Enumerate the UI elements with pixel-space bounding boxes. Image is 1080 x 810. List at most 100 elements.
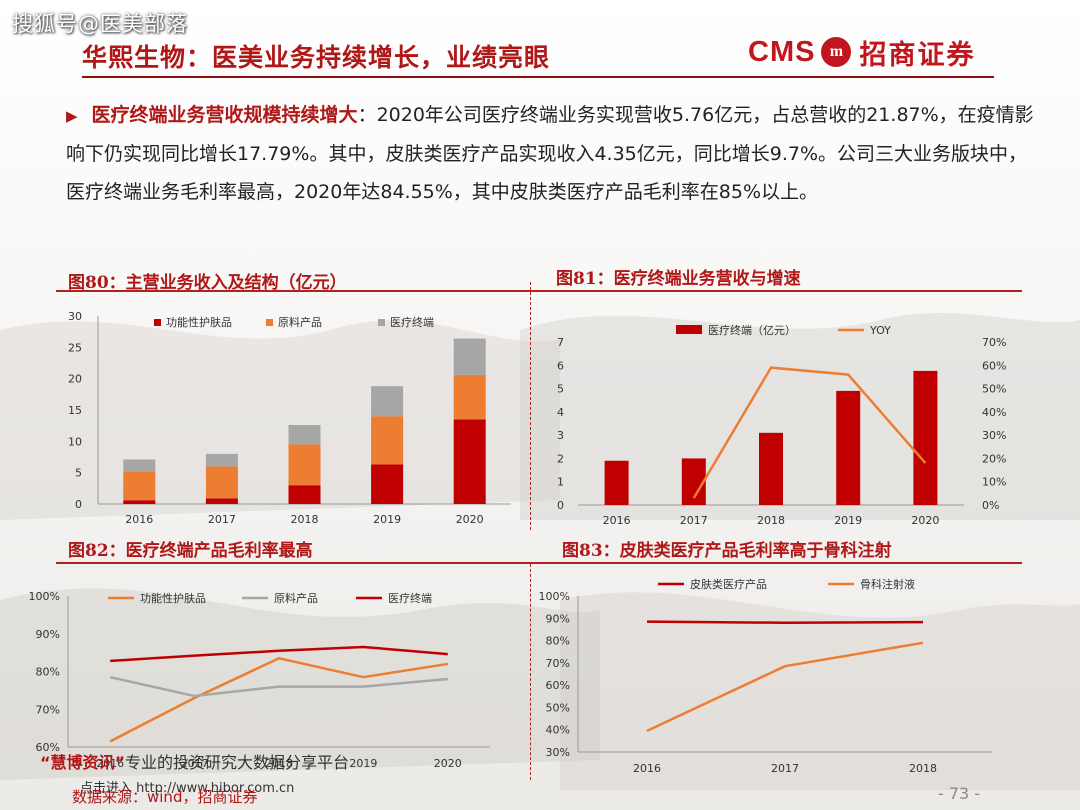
- fig80-y-tick: 10: [68, 435, 82, 448]
- fig80-bar: [205, 466, 238, 499]
- fig83-y-tick: 80%: [546, 635, 570, 648]
- fig81-y-tick-left: 6: [557, 359, 564, 372]
- fig82-series-line: [109, 675, 448, 698]
- fig80-legend-swatch: [266, 319, 273, 326]
- fig83-series-line: [646, 641, 924, 732]
- watermark: 搜狐号@医美部落: [12, 12, 188, 36]
- fig82-y-tick: 70%: [36, 703, 60, 716]
- fig83-y-tick: 50%: [546, 701, 570, 714]
- fig83-x-tick: 2018: [909, 762, 937, 775]
- fig81-bar: [759, 432, 783, 505]
- divider-vertical-top: [530, 282, 531, 530]
- fig81-bar: [913, 370, 938, 505]
- fig82-title: 图82：医疗终端产品毛利率最高: [68, 541, 313, 561]
- fig80-x-tick: 2019: [373, 513, 401, 526]
- fig80-bar: [288, 425, 321, 445]
- fig81-x-tick: 2018: [757, 514, 785, 527]
- divider-top: [56, 290, 1022, 292]
- header-rule: [82, 76, 994, 78]
- fig80-bar: [205, 498, 238, 504]
- fig82-y-tick: 80%: [36, 666, 60, 679]
- fig81-legend-label-bar: 医疗终端（亿元）: [708, 323, 796, 337]
- fig80-legend-swatch: [378, 319, 385, 326]
- fig80-y-tick: 15: [68, 404, 82, 417]
- fig81-y-tick-right: 60%: [982, 359, 1006, 372]
- fig82-legend-label: 功能性护肤品: [140, 591, 206, 605]
- fig80-y-tick: 25: [68, 341, 82, 354]
- fig82-legend-label: 医疗终端: [388, 591, 432, 605]
- fig80-y-tick: 0: [75, 498, 82, 511]
- fig81-x-tick: 2017: [680, 514, 708, 527]
- fig81-title: 图81：医疗终端业务营收与增速: [556, 269, 801, 289]
- fig80-x-tick: 2017: [208, 513, 236, 526]
- bullet-arrow-icon: ▶: [66, 107, 78, 125]
- fig83-y-tick: 60%: [546, 679, 570, 692]
- fig80-bar: [453, 338, 486, 375]
- fig83-y-tick: 100%: [539, 590, 570, 603]
- fig82-x-tick: 2020: [434, 757, 462, 770]
- fig80-stacked-bar-chart: 0 5 10 15 20 25 30 2016 2017 2018 2019 2020 功能性护肤品 原料…: [68, 310, 511, 526]
- fig80-bar: [371, 416, 404, 465]
- fig83-x-tick: 2016: [633, 762, 661, 775]
- fig81-y-tick-left: 1: [557, 476, 564, 489]
- page-number: - 73 -: [938, 784, 981, 803]
- fig81-y-tick-right: 10%: [982, 476, 1006, 489]
- fig81-bar: [836, 390, 861, 505]
- fig82-x-tick: 2019: [349, 757, 377, 770]
- fig82-y-tick: 60%: [36, 741, 60, 754]
- fig80-legend-label: 医疗终端: [390, 315, 434, 329]
- fig83-series-line: [646, 620, 924, 624]
- fig82-y-tick: 100%: [29, 590, 60, 603]
- summary-paragraph: ▶ 医疗终端业务营收规模持续增大：2020年公司医疗终端业务实现营收5.76亿元，…: [66, 96, 1036, 211]
- fig82-x-tick: 2018: [265, 757, 293, 770]
- fig81-legend-label-line: YOY: [869, 324, 891, 337]
- divider-vertical-bottom: [530, 564, 531, 780]
- fig83-y-tick: 70%: [546, 657, 570, 670]
- fig83-legend-label: 骨科注射液: [860, 577, 915, 591]
- cms-logo: CMS m 招商证券: [748, 32, 975, 72]
- fig81-y-tick-right: 30%: [982, 429, 1006, 442]
- fig80-bar: [288, 444, 321, 486]
- fig80-x-tick: 2016: [125, 513, 153, 526]
- fig81-y-tick-left: 5: [557, 383, 564, 396]
- fig80-bar: [205, 453, 238, 467]
- page-title: 华熙生物：医美业务持续增长，业绩亮眼: [82, 43, 551, 72]
- fig81-x-tick: 2019: [834, 514, 862, 527]
- fig81-y-tick-right: 20%: [982, 452, 1006, 465]
- fig81-y-tick-right: 40%: [982, 406, 1006, 419]
- fig81-y-tick-left: 3: [557, 429, 564, 442]
- huibo-slogan: 专业的投资研究大数据分享平台: [125, 753, 350, 772]
- fig81-y-tick-left: 7: [557, 336, 564, 349]
- logo-chinese: 招商证券: [859, 39, 976, 71]
- fig83-title: 图83：皮肤类医疗产品毛利率高于骨科注射: [562, 541, 892, 561]
- fig83-legend-label: 皮肤类医疗产品: [690, 577, 767, 591]
- fig82-legend-label: 原料产品: [274, 591, 318, 605]
- hibor-link[interactable]: 点击进入 http://www.hibor.com.cn: [80, 781, 295, 796]
- fig80-title: 图80：主营业务收入及结构（亿元）: [68, 273, 347, 293]
- fig81-y-tick-right: 70%: [982, 336, 1006, 349]
- fig83-y-tick: 30%: [546, 746, 570, 759]
- fig80-bar: [123, 459, 156, 472]
- fig81-y-tick-right: 50%: [982, 383, 1006, 396]
- fig80-bar: [123, 471, 156, 501]
- fig80-y-tick: 5: [75, 467, 82, 480]
- fig80-legend-label: 原料产品: [278, 315, 322, 329]
- logo-seal-icon: m: [821, 37, 852, 67]
- data-source: 数据来源：wind，招商证券: [72, 788, 258, 806]
- summary-body: ：2020年公司医疗终端业务实现营收5.76亿元，占总营收的21.87%，在疫情…: [66, 104, 1034, 203]
- fig81-bar: [604, 460, 629, 505]
- fig82-x-tick: 2016: [96, 757, 124, 770]
- fig82-line-chart: 60% 70% 80% 90% 100% 2016 2017 2018 2019 2020 功能性护…: [29, 590, 490, 770]
- logo-latin: CMS: [748, 35, 816, 68]
- huibo-name: “慧博资讯”: [40, 753, 126, 772]
- fig80-bar: [371, 464, 404, 504]
- fig80-bar: [288, 485, 321, 504]
- fig80-y-tick: 20: [68, 373, 82, 386]
- fig82-series-line: [110, 645, 448, 663]
- fig83-y-tick: 40%: [546, 724, 570, 737]
- fig83-x-tick: 2017: [771, 762, 799, 775]
- fig81-y-tick-right: 0%: [982, 499, 999, 512]
- fig80-bar: [123, 500, 156, 504]
